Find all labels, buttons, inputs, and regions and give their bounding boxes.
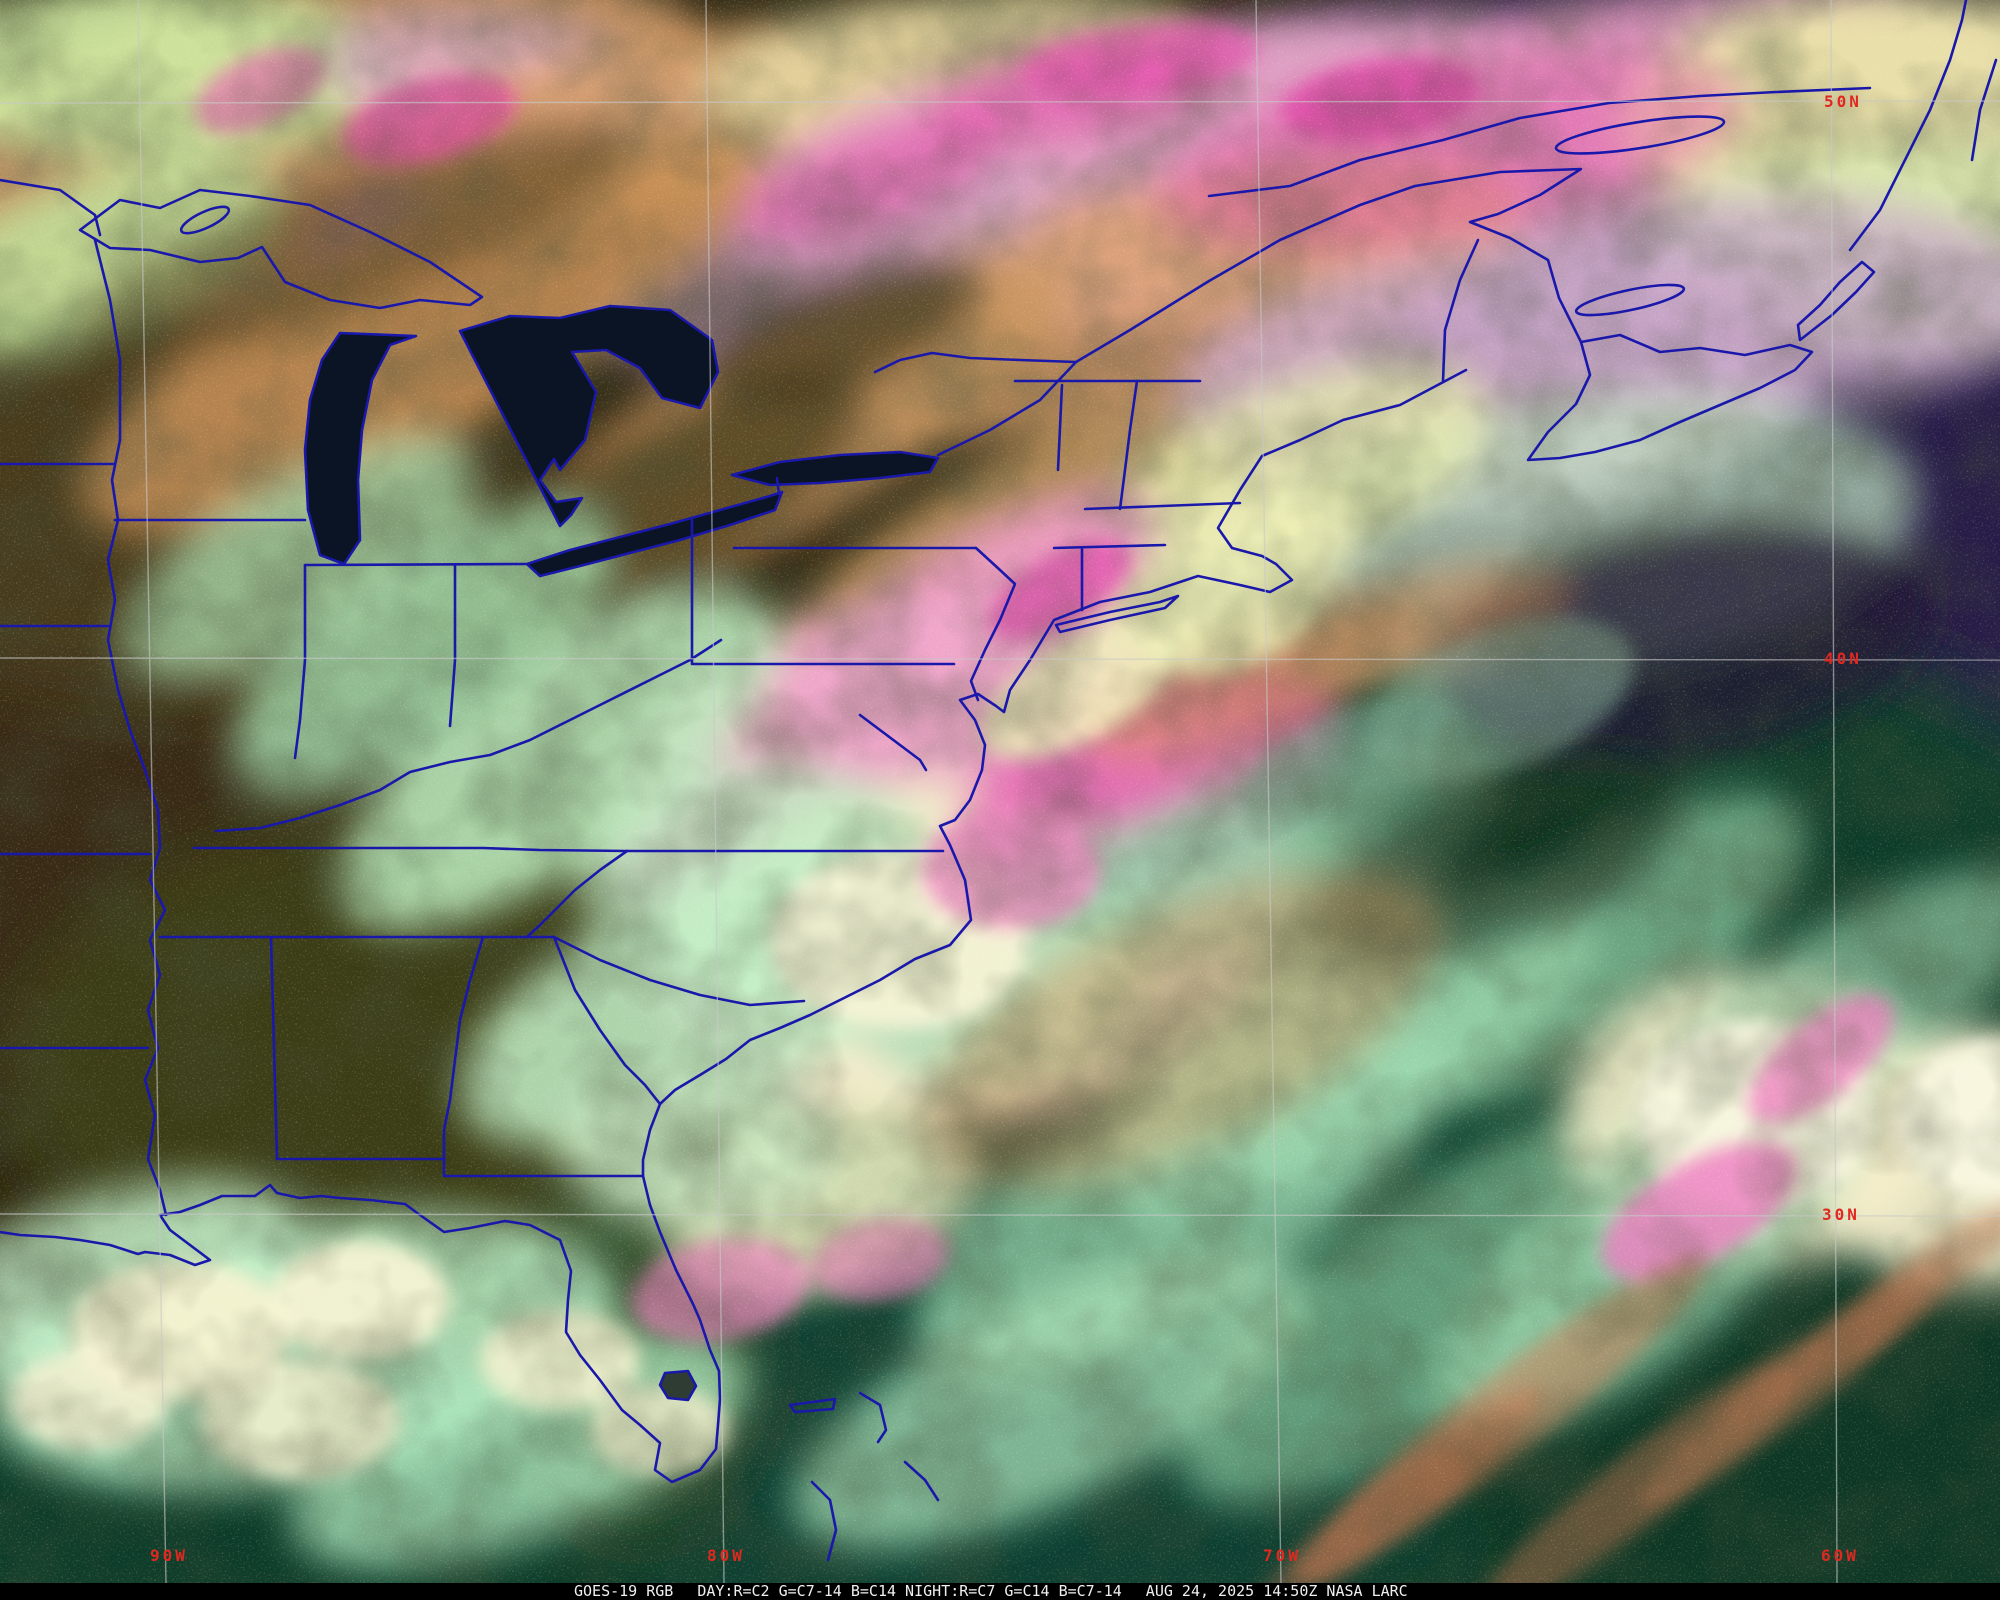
lon-label-90w: 90W	[150, 1546, 188, 1565]
lon-label-60w: 60W	[1821, 1546, 1859, 1565]
caption-bar: GOES-19 RGB DAY:R=C2 G=C7-14 B=C14 NIGHT…	[0, 1583, 2000, 1600]
lat-label-30n: 30N	[1822, 1205, 1860, 1224]
lat-label-50n: 50N	[1824, 92, 1862, 111]
map-boundaries	[0, 0, 1998, 1562]
lon-label-70w: 70W	[1263, 1546, 1301, 1565]
caption-timestamp: AUG 24, 2025 14:50Z NASA LARC	[1145, 1582, 1408, 1600]
caption-product: GOES-19 RGB	[574, 1582, 674, 1600]
lat-label-40n: 40N	[1824, 649, 1862, 668]
lon-label-80w: 80W	[707, 1546, 745, 1565]
caption-recipe: DAY:R=C2 G=C7-14 B=C14 NIGHT:R=C7 G=C14 …	[697, 1582, 1122, 1600]
